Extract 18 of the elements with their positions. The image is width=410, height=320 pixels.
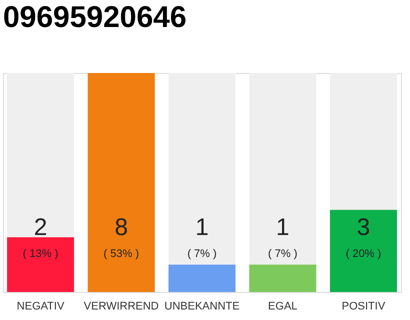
annotation: ( 7% ) bbox=[187, 248, 217, 260]
annotation: ( 20% ) bbox=[346, 248, 382, 260]
data-label: 2 bbox=[34, 214, 48, 241]
bar bbox=[249, 264, 316, 292]
x-tick-label: EGAL bbox=[268, 300, 298, 312]
x-tick-label: POSITIV bbox=[342, 300, 386, 312]
x-tick-label: VERWIRREND bbox=[84, 300, 159, 312]
bar bbox=[168, 264, 236, 292]
chart-title: 09695920646 bbox=[3, 1, 187, 34]
data-label: 3 bbox=[356, 214, 370, 241]
x-tick-label: NEGATIV bbox=[16, 300, 65, 312]
annotation: ( 53% ) bbox=[104, 248, 140, 260]
annotation: ( 7% ) bbox=[268, 248, 298, 260]
x-tick-label: UNBEKANNTE bbox=[164, 300, 240, 312]
data-label: 8 bbox=[114, 214, 128, 241]
data-label: 1 bbox=[276, 214, 290, 241]
data-label: 1 bbox=[195, 214, 209, 241]
annotation: ( 13% ) bbox=[22, 248, 58, 260]
